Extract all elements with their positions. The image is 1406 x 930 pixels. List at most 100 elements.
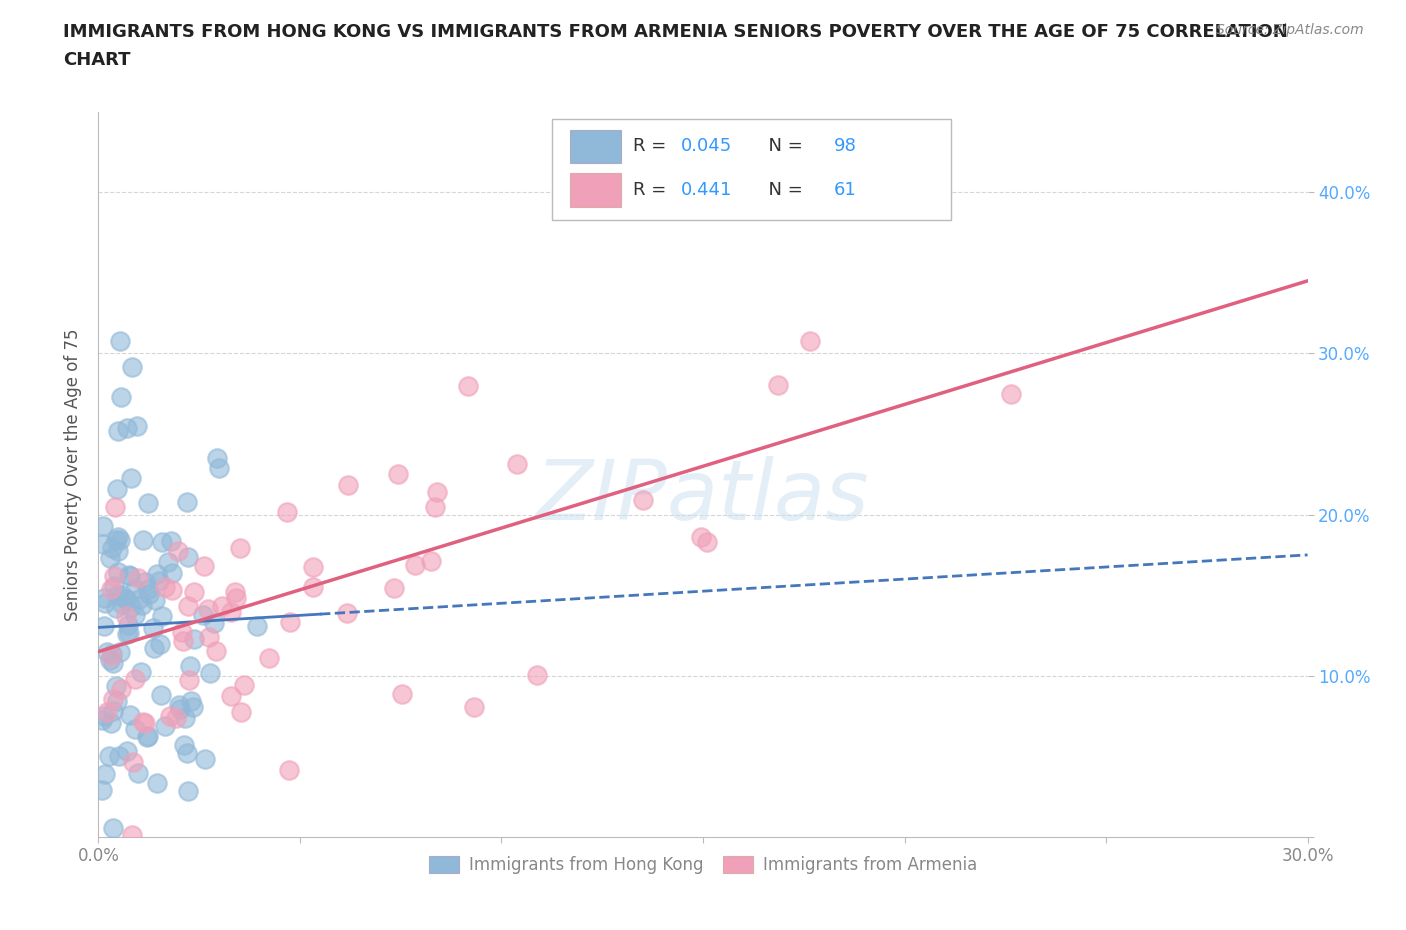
Point xyxy=(136,581,159,596)
Point xyxy=(110,644,132,659)
Point xyxy=(219,604,242,619)
Point xyxy=(115,626,138,641)
Point xyxy=(177,598,200,613)
Point xyxy=(121,828,143,843)
FancyBboxPatch shape xyxy=(569,173,621,206)
Point xyxy=(193,558,215,573)
Point xyxy=(179,658,201,673)
Point xyxy=(146,776,169,790)
Point xyxy=(136,729,159,744)
Point xyxy=(115,591,138,606)
Point xyxy=(101,655,124,670)
Point xyxy=(160,582,183,597)
Point xyxy=(136,728,159,743)
Point xyxy=(183,584,205,599)
Text: N =: N = xyxy=(758,138,808,155)
Point xyxy=(176,495,198,510)
Point xyxy=(91,537,114,551)
Point xyxy=(129,664,152,679)
Point xyxy=(194,752,217,767)
FancyBboxPatch shape xyxy=(569,130,621,163)
Text: CHART: CHART xyxy=(63,51,131,69)
Point xyxy=(150,609,173,624)
Point xyxy=(107,423,129,438)
Point xyxy=(224,585,246,600)
Point xyxy=(631,492,654,507)
Text: 0.045: 0.045 xyxy=(682,138,733,155)
Point xyxy=(229,540,252,555)
Point xyxy=(167,543,190,558)
Point xyxy=(132,714,155,729)
Point xyxy=(100,648,122,663)
Point xyxy=(177,549,200,564)
Point xyxy=(180,694,202,709)
Point xyxy=(134,575,156,590)
Point xyxy=(159,709,181,724)
Point xyxy=(118,626,141,641)
Point xyxy=(111,588,134,603)
Point xyxy=(91,519,114,534)
Point xyxy=(197,602,219,617)
Point xyxy=(142,620,165,635)
Point xyxy=(169,701,191,716)
Point xyxy=(105,482,128,497)
Point xyxy=(107,544,129,559)
Point xyxy=(100,647,122,662)
Point xyxy=(404,557,426,572)
Point xyxy=(131,598,153,613)
Point xyxy=(172,633,194,648)
FancyBboxPatch shape xyxy=(551,119,950,220)
Point xyxy=(337,478,360,493)
Point xyxy=(423,499,446,514)
Point xyxy=(165,711,187,725)
Point xyxy=(799,334,821,349)
Point xyxy=(108,749,131,764)
Point xyxy=(108,334,131,349)
Point xyxy=(124,722,146,737)
Point xyxy=(302,579,325,594)
Text: 61: 61 xyxy=(834,181,856,199)
Point xyxy=(696,535,718,550)
Point xyxy=(205,450,228,465)
Point xyxy=(278,615,301,630)
Point xyxy=(173,737,195,752)
Point xyxy=(93,709,115,724)
Point xyxy=(142,640,165,655)
Point xyxy=(124,581,146,596)
Point xyxy=(93,591,115,605)
Y-axis label: Seniors Poverty Over the Age of 75: Seniors Poverty Over the Age of 75 xyxy=(65,328,83,620)
Point xyxy=(336,605,359,620)
Point xyxy=(91,713,114,728)
Point xyxy=(117,618,139,632)
Point xyxy=(156,554,179,569)
Text: 0.441: 0.441 xyxy=(682,181,733,199)
Point xyxy=(100,581,122,596)
Point xyxy=(155,718,177,733)
Point xyxy=(105,601,128,616)
Point xyxy=(426,485,449,499)
Point xyxy=(107,587,129,602)
Text: N =: N = xyxy=(758,181,808,199)
Point xyxy=(207,460,229,475)
Point xyxy=(457,379,479,393)
Point xyxy=(127,571,149,586)
Point xyxy=(153,579,176,594)
Point xyxy=(419,553,441,568)
Point xyxy=(101,540,124,555)
Point xyxy=(172,625,194,640)
Point xyxy=(150,534,173,549)
Point xyxy=(391,686,413,701)
Point xyxy=(148,573,170,588)
Point xyxy=(176,745,198,760)
Point xyxy=(134,716,156,731)
Point xyxy=(104,500,127,515)
Point xyxy=(225,591,247,605)
Point xyxy=(302,560,325,575)
Point xyxy=(94,766,117,781)
Point xyxy=(111,596,134,611)
Point xyxy=(382,580,405,595)
Text: R =: R = xyxy=(633,138,672,155)
Point xyxy=(120,600,142,615)
Point xyxy=(200,666,222,681)
Point xyxy=(233,678,256,693)
